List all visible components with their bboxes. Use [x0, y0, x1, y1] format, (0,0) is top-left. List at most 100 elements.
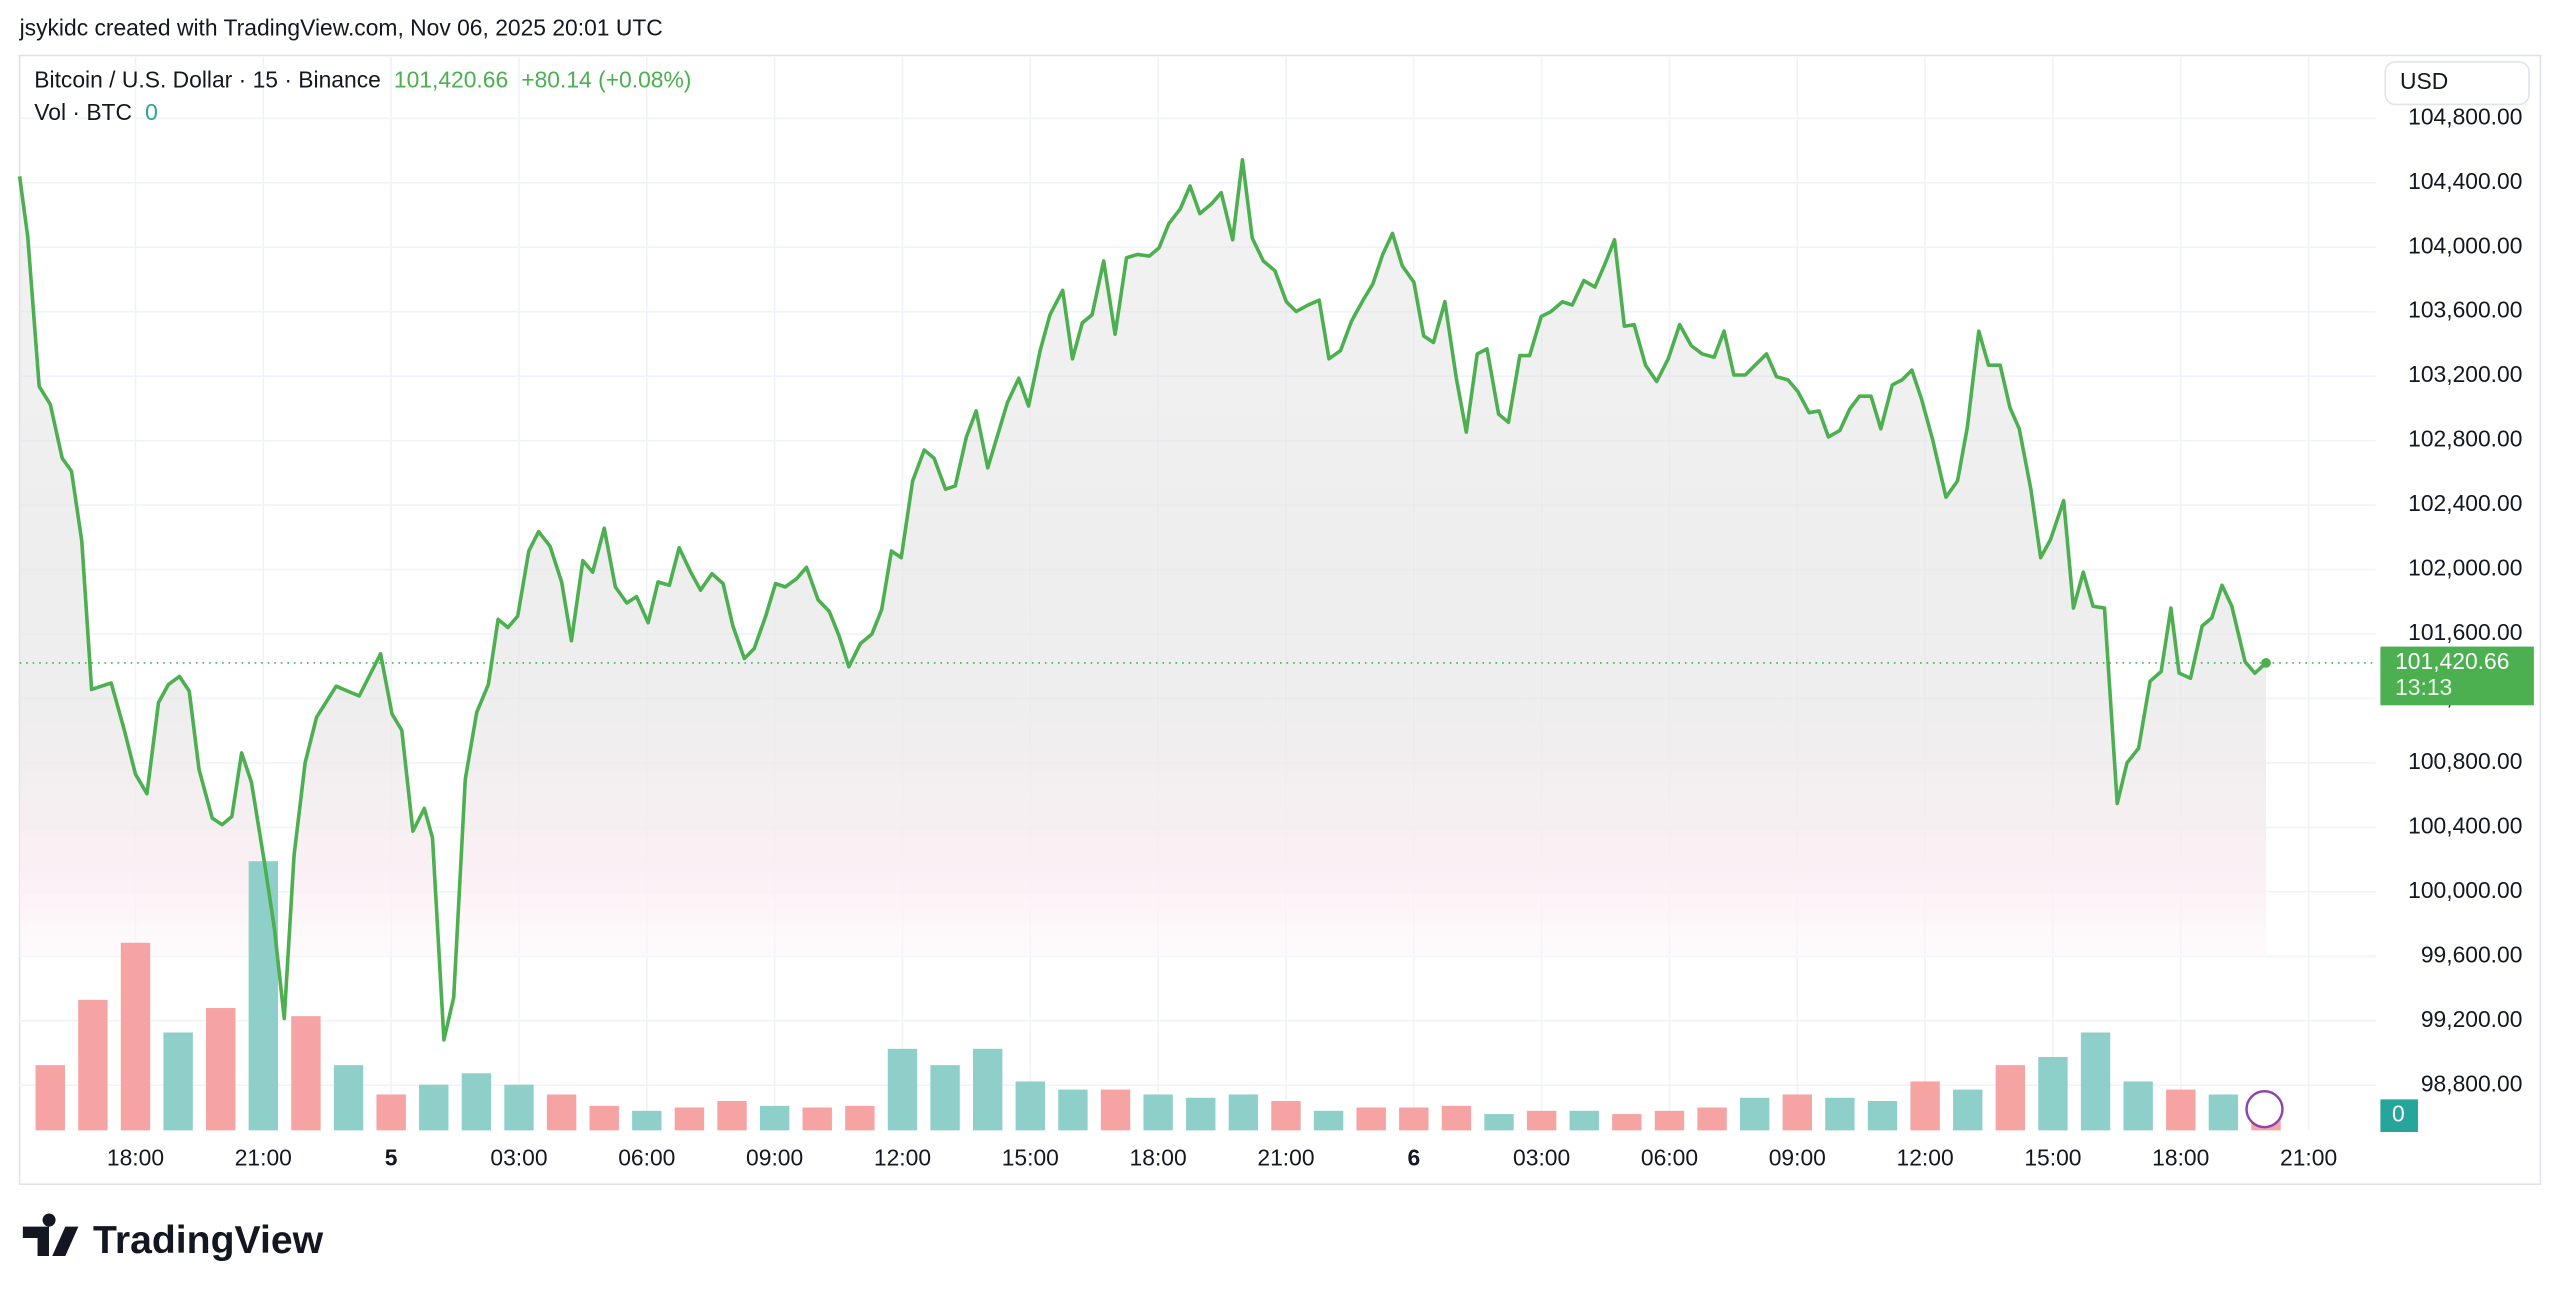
y-tick-label: 102,400.00: [2408, 490, 2522, 516]
volume-bar: [419, 1084, 449, 1131]
volume-bar: [163, 1032, 193, 1131]
y-tick-label: 98,800.00: [2421, 1070, 2523, 1096]
volume-bar: [674, 1107, 705, 1131]
currency-button[interactable]: [2384, 61, 2530, 106]
x-tick-label: 12:00: [874, 1145, 931, 1171]
y-tick-label: 100,000.00: [2408, 877, 2522, 903]
symbol: Bitcoin / U.S. Dollar · 15 · Binance: [34, 67, 381, 93]
volume-bar: [120, 942, 151, 1131]
volume-bar: [78, 999, 108, 1131]
x-tick-label: 03:00: [1513, 1145, 1570, 1171]
header: jsykidc created with TradingView.com, No…: [19, 14, 663, 40]
line-layer: [17, 158, 2271, 1042]
x-tick-label: 15:00: [2024, 1145, 2081, 1171]
y-tick-label: 100,400.00: [2408, 812, 2522, 838]
y-tick-label: 104,000.00: [2408, 232, 2522, 258]
y-tick-label: 103,600.00: [2408, 297, 2522, 323]
x-tick-label: 06:00: [618, 1145, 675, 1171]
x-tick-label: 09:00: [1769, 1145, 1826, 1171]
volume-bar: [461, 1073, 492, 1131]
logo-mark: [22, 1213, 79, 1256]
volume-bar: [1654, 1110, 1685, 1131]
price-tag: [2380, 646, 2534, 706]
volume-bar: [1867, 1101, 1898, 1131]
x-tick-label: 5: [385, 1145, 398, 1171]
price-tag-label: 101,420.66: [2395, 648, 2509, 674]
axes: 98,800.00 99,200.00 99,600.00 100,000.00 100…: [19, 103, 2534, 1171]
volume-layer: [35, 861, 2281, 1131]
volume-bar: [1910, 1081, 1940, 1131]
volume-bar: [973, 1048, 1003, 1131]
y-tick-label: 102,800.00: [2408, 426, 2522, 452]
volume-bar: [376, 1094, 406, 1131]
volume-bar: [2080, 1032, 2111, 1131]
volume-bar: [1953, 1089, 1983, 1131]
logo-text: TradingView: [93, 1219, 324, 1262]
volume-bar: [2166, 1089, 2196, 1131]
volume-bar: [1399, 1107, 1429, 1131]
x-tick-label: 18:00: [1130, 1145, 1187, 1171]
volume-bar: [1782, 1094, 1812, 1131]
volume-bar: [589, 1105, 619, 1131]
volume-bar: [1058, 1089, 1088, 1131]
volume-bar: [248, 861, 279, 1131]
volume-bar: [35, 1065, 65, 1131]
y-tick-label: 99,200.00: [2421, 1006, 2523, 1032]
volume-bar: [546, 1094, 577, 1131]
legend-price: 101,420.66: [394, 67, 508, 93]
volume-value: 0: [145, 99, 158, 125]
volume-bar: [1015, 1081, 1045, 1131]
volume-legend: Vol · BTC 0: [34, 99, 158, 125]
y-tick-label: 101,600.00: [2408, 619, 2522, 645]
volume-bar: [1356, 1107, 1386, 1131]
x-tick-label: 03:00: [490, 1145, 547, 1171]
y-tick-label: 104,400.00: [2408, 168, 2522, 194]
y-tick-label: 104,800.00: [2408, 103, 2522, 129]
volume-bar: [1739, 1097, 1770, 1131]
volume-bar: [845, 1105, 875, 1131]
volume-bar: [1186, 1097, 1216, 1131]
volume-bar: [2038, 1056, 2068, 1131]
x-tick-label: 18:00: [2152, 1145, 2209, 1171]
x-tick-label: 18:00: [107, 1145, 164, 1171]
volume-bar: [717, 1101, 747, 1131]
volume-name: Vol · BTC: [34, 99, 132, 125]
logo: TradingView: [22, 1213, 324, 1262]
volume-bar: [1995, 1065, 2026, 1131]
last-point: [2261, 658, 2271, 668]
x-tick-label: 21:00: [1257, 1145, 1314, 1171]
y-tick-label: 100,800.00: [2408, 748, 2522, 774]
volume-tag: [2380, 1099, 2418, 1132]
volume-bar: [1228, 1094, 1259, 1131]
price-line: [17, 158, 2268, 1042]
y-tick-label: 103,200.00: [2408, 361, 2522, 387]
volume-bar: [1143, 1094, 1173, 1131]
x-tick-label: 21:00: [2280, 1145, 2337, 1171]
volume-bar: [2208, 1094, 2239, 1131]
volume-bar: [1100, 1089, 1131, 1131]
currency-label[interactable]: USD: [2400, 68, 2448, 94]
y-tick-label: 99,600.00: [2421, 941, 2523, 967]
volume-bar: [1313, 1110, 1344, 1131]
volume-bar: [887, 1048, 918, 1131]
area: [19, 159, 2267, 1040]
volume-tag-label: 0: [2392, 1101, 2405, 1127]
countdown: 13:13: [2395, 674, 2452, 700]
volume-bar: [333, 1065, 364, 1131]
volume-bar: [1697, 1107, 1727, 1131]
x-tick-label: 06:00: [1641, 1145, 1698, 1171]
legend: Bitcoin / U.S. Dollar · 15 · Binance 101,…: [34, 67, 691, 93]
volume-bar: [1612, 1114, 1642, 1131]
volume-bar: [2123, 1081, 2153, 1131]
volume-bar: [632, 1110, 662, 1131]
volume-bar: [759, 1105, 790, 1131]
volume-bar: [1484, 1114, 1514, 1131]
volume-bar: [1271, 1101, 1301, 1131]
x-tick-label: 6: [1407, 1145, 1420, 1171]
volume-bar: [206, 1008, 236, 1131]
volume-bar: [930, 1065, 960, 1131]
area-layer: [19, 159, 2267, 1040]
assistant-icon[interactable]: [2245, 1089, 2284, 1129]
